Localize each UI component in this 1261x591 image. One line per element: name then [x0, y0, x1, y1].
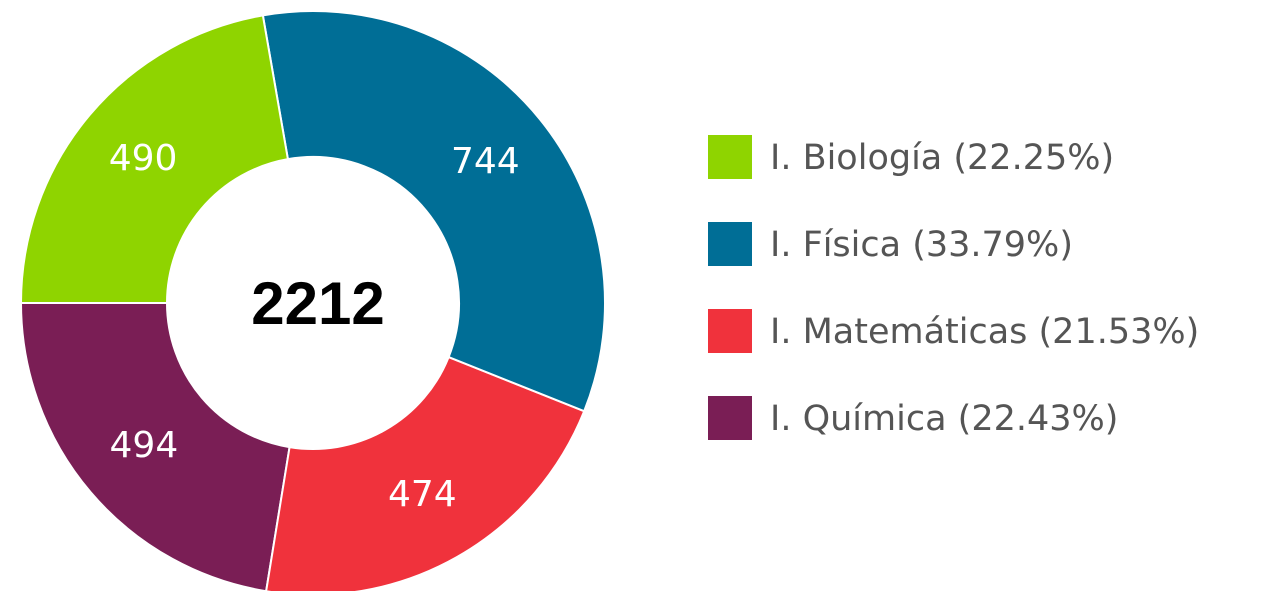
donut-slice: [19, 14, 290, 304]
donut-slice: [265, 355, 586, 591]
legend-swatch: [708, 135, 752, 179]
center-total: 2212: [251, 270, 384, 337]
donut-slice: [19, 302, 291, 591]
legend-label: I. Física (33.79%): [770, 225, 1073, 265]
legend-swatch: [708, 309, 752, 353]
legend-swatch: [708, 222, 752, 266]
slice-label: 744: [451, 141, 520, 182]
slice-label: 490: [109, 138, 178, 179]
slice-label: 494: [110, 425, 179, 466]
legend-label: I. Matemáticas (21.53%): [770, 312, 1199, 352]
legend-swatch: [708, 396, 752, 440]
legend-label: I. Biología (22.25%): [770, 138, 1114, 178]
slice-label: 474: [388, 474, 457, 515]
donut-slice: [261, 10, 606, 413]
legend-label: I. Química (22.43%): [770, 399, 1118, 439]
